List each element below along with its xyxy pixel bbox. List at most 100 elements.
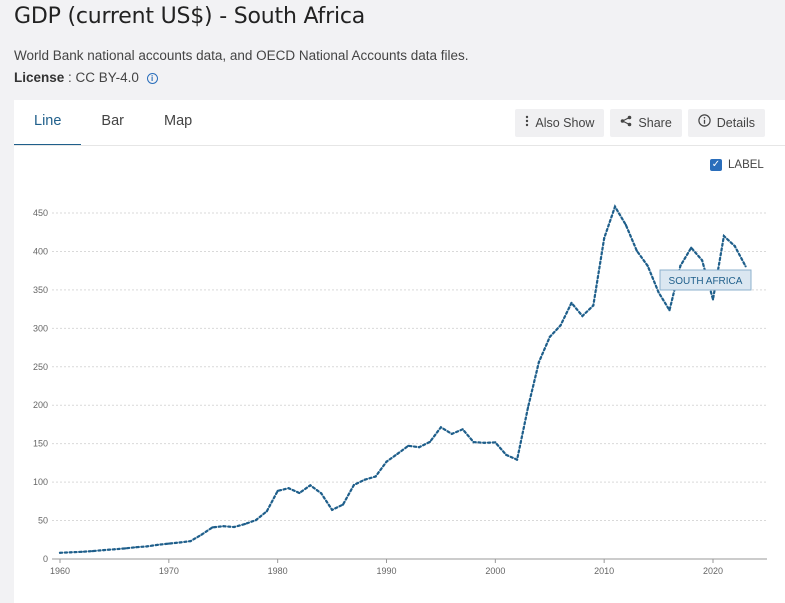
y-tick-label: 400: [33, 246, 48, 256]
data-point: [516, 458, 519, 461]
data-point: [744, 265, 747, 268]
tab-bar[interactable]: Bar: [101, 113, 124, 129]
data-point: [69, 551, 72, 554]
data-point: [156, 543, 159, 546]
series-label-box: [659, 269, 752, 291]
also-show-label: Also Show: [535, 116, 595, 130]
data-point: [450, 432, 453, 435]
page-title: GDP (current US$) - South Africa: [14, 4, 366, 29]
data-point: [341, 503, 345, 506]
chart-card: Line Bar Map Also Show Share Details ✓ L…: [14, 100, 785, 603]
series-label: SOUTH AFRICA: [669, 276, 743, 287]
data-point: [581, 314, 584, 318]
data-point: [635, 249, 638, 252]
license-line: License : CC BY-4.0 i: [14, 70, 158, 85]
x-tick-label: 1960: [50, 566, 70, 576]
share-icon: [620, 109, 632, 137]
data-point: [178, 541, 181, 544]
data-point: [668, 309, 671, 312]
tab-map[interactable]: Map: [164, 113, 193, 129]
data-point: [679, 264, 682, 267]
data-point: [320, 492, 323, 495]
data-point: [91, 550, 94, 553]
y-tick-label: 200: [33, 400, 48, 410]
data-point: [548, 335, 551, 338]
data-point: [570, 301, 573, 304]
data-point: [309, 484, 312, 487]
data-point: [592, 304, 595, 307]
data-point: [505, 453, 508, 456]
data-point: [733, 245, 736, 248]
data-point: [80, 550, 83, 553]
data-point: [603, 237, 606, 240]
data-point: [439, 426, 442, 429]
series-line-south-africa: [58, 204, 747, 554]
details-button[interactable]: Details: [687, 109, 765, 137]
x-tick-label: 2010: [594, 566, 614, 576]
data-point: [701, 259, 704, 262]
x-tick-label: 1990: [376, 566, 396, 576]
data-point: [102, 549, 105, 552]
data-point: [396, 452, 399, 455]
data-point: [385, 460, 388, 463]
data-point: [200, 533, 203, 536]
data-point: [189, 540, 192, 543]
y-tick-label: 450: [33, 208, 48, 218]
data-point: [711, 298, 715, 301]
vertical-dots-icon: [525, 109, 529, 137]
y-tick-label: 250: [33, 362, 48, 372]
data-point: [363, 478, 366, 481]
info-icon[interactable]: i: [146, 73, 158, 84]
checkbox-checked-icon[interactable]: ✓: [710, 159, 722, 171]
data-point: [472, 441, 475, 444]
tab-divider: [14, 145, 785, 146]
data-point: [113, 548, 116, 551]
label-toggle-text: LABEL: [728, 159, 764, 171]
y-tick-label: 300: [33, 323, 48, 333]
x-tick-label: 1970: [159, 566, 179, 576]
data-point: [461, 428, 464, 431]
share-label: Share: [638, 116, 672, 130]
data-point: [690, 246, 693, 249]
share-button[interactable]: Share: [610, 109, 682, 137]
data-point: [559, 324, 562, 327]
data-point: [494, 441, 497, 444]
data-point: [298, 491, 301, 495]
data-point: [135, 546, 138, 549]
action-bar: Also Show Share Details: [515, 109, 765, 137]
data-point: [613, 205, 617, 208]
data-point: [624, 223, 628, 227]
y-tick-label: 0: [43, 554, 48, 564]
data-point: [211, 526, 214, 529]
data-point: [276, 489, 279, 492]
details-label: Details: [716, 116, 755, 130]
x-tick-label: 2000: [485, 566, 505, 576]
data-point: [233, 525, 236, 529]
license-label: License: [14, 70, 65, 85]
data-point: [352, 483, 355, 487]
data-point: [265, 510, 268, 513]
data-point: [58, 551, 62, 554]
data-point: [146, 545, 149, 548]
data-point: [526, 406, 530, 409]
line-chart: 0 50 100 150 200 250 300 350 400 450 1960 1970 1980 1…: [33, 204, 767, 576]
data-point: [374, 475, 377, 478]
data-point: [287, 487, 290, 490]
y-tick-label: 150: [33, 439, 48, 449]
y-tick-label: 350: [33, 285, 48, 295]
data-point: [331, 508, 334, 511]
license-value: : CC BY-4.0: [68, 70, 139, 85]
y-tick-label: 100: [33, 477, 48, 487]
data-point: [222, 525, 225, 528]
data-point: [167, 542, 170, 545]
data-point: [243, 522, 247, 526]
data-point: [483, 441, 486, 444]
also-show-button[interactable]: Also Show: [515, 109, 605, 137]
data-point: [124, 547, 127, 550]
data-point: [428, 440, 432, 443]
data-point: [657, 291, 660, 294]
source-note: World Bank national accounts data, and O…: [14, 48, 469, 63]
label-toggle[interactable]: ✓ LABEL: [710, 159, 764, 171]
data-point: [722, 234, 726, 238]
data-point: [418, 446, 421, 449]
